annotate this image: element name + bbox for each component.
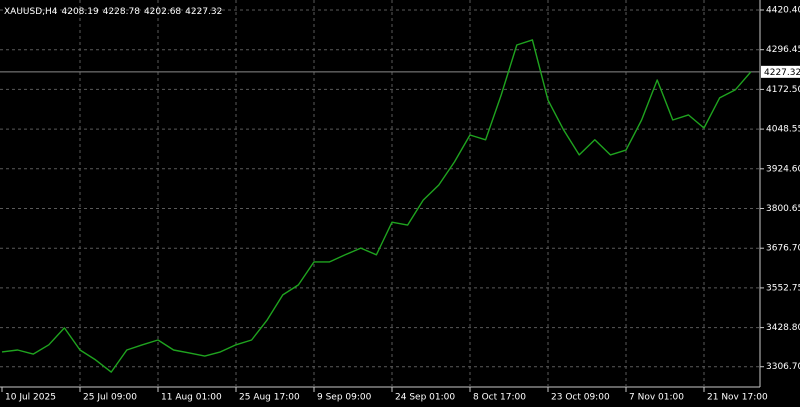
x-tick-label: 25 Jul 09:00	[83, 393, 137, 403]
y-tick-label: 4172.50	[766, 85, 800, 95]
x-tick-label: 11 Aug 01:00	[161, 393, 222, 403]
y-tick-label: 3924.60	[766, 164, 800, 174]
price-line	[1, 39, 752, 373]
y-tick-label: 3676.70	[766, 244, 800, 254]
chart-header: XAUUSD,H4 4208.19 4228.78 4202.68 4227.32	[4, 7, 222, 17]
last-price-box	[761, 65, 800, 78]
x-tick-label: 25 Aug 17:00	[239, 393, 300, 403]
high: 4228.78	[103, 7, 140, 17]
x-tick-label: 23 Oct 09:00	[551, 393, 610, 403]
y-tick-label: 4048.55	[766, 125, 800, 135]
y-tick-label: 3800.65	[766, 204, 800, 214]
symbol: XAUUSD,H4	[4, 7, 58, 17]
x-tick-label: 9 Sep 09:00	[317, 393, 372, 403]
open: 4208.19	[62, 7, 99, 17]
y-tick-label: 3552.75	[766, 283, 800, 293]
y-tick-label: 4296.45	[766, 45, 800, 55]
x-tick-label: 7 Nov 01:00	[629, 393, 684, 403]
x-tick-label: 21 Nov 17:00	[707, 393, 768, 403]
x-tick-label: 10 Jul 2025	[5, 393, 56, 403]
y-tick-label: 3428.80	[766, 323, 800, 333]
last-price-label: 4227.32	[764, 68, 800, 78]
close: 4227.32	[185, 7, 222, 17]
low: 4202.68	[144, 7, 181, 17]
y-tick-label: 4420.40	[766, 5, 800, 15]
x-tick-label: 8 Oct 17:00	[473, 393, 526, 403]
y-tick-label: 3306.70	[766, 362, 800, 372]
x-tick-label: 24 Sep 01:00	[395, 393, 455, 403]
